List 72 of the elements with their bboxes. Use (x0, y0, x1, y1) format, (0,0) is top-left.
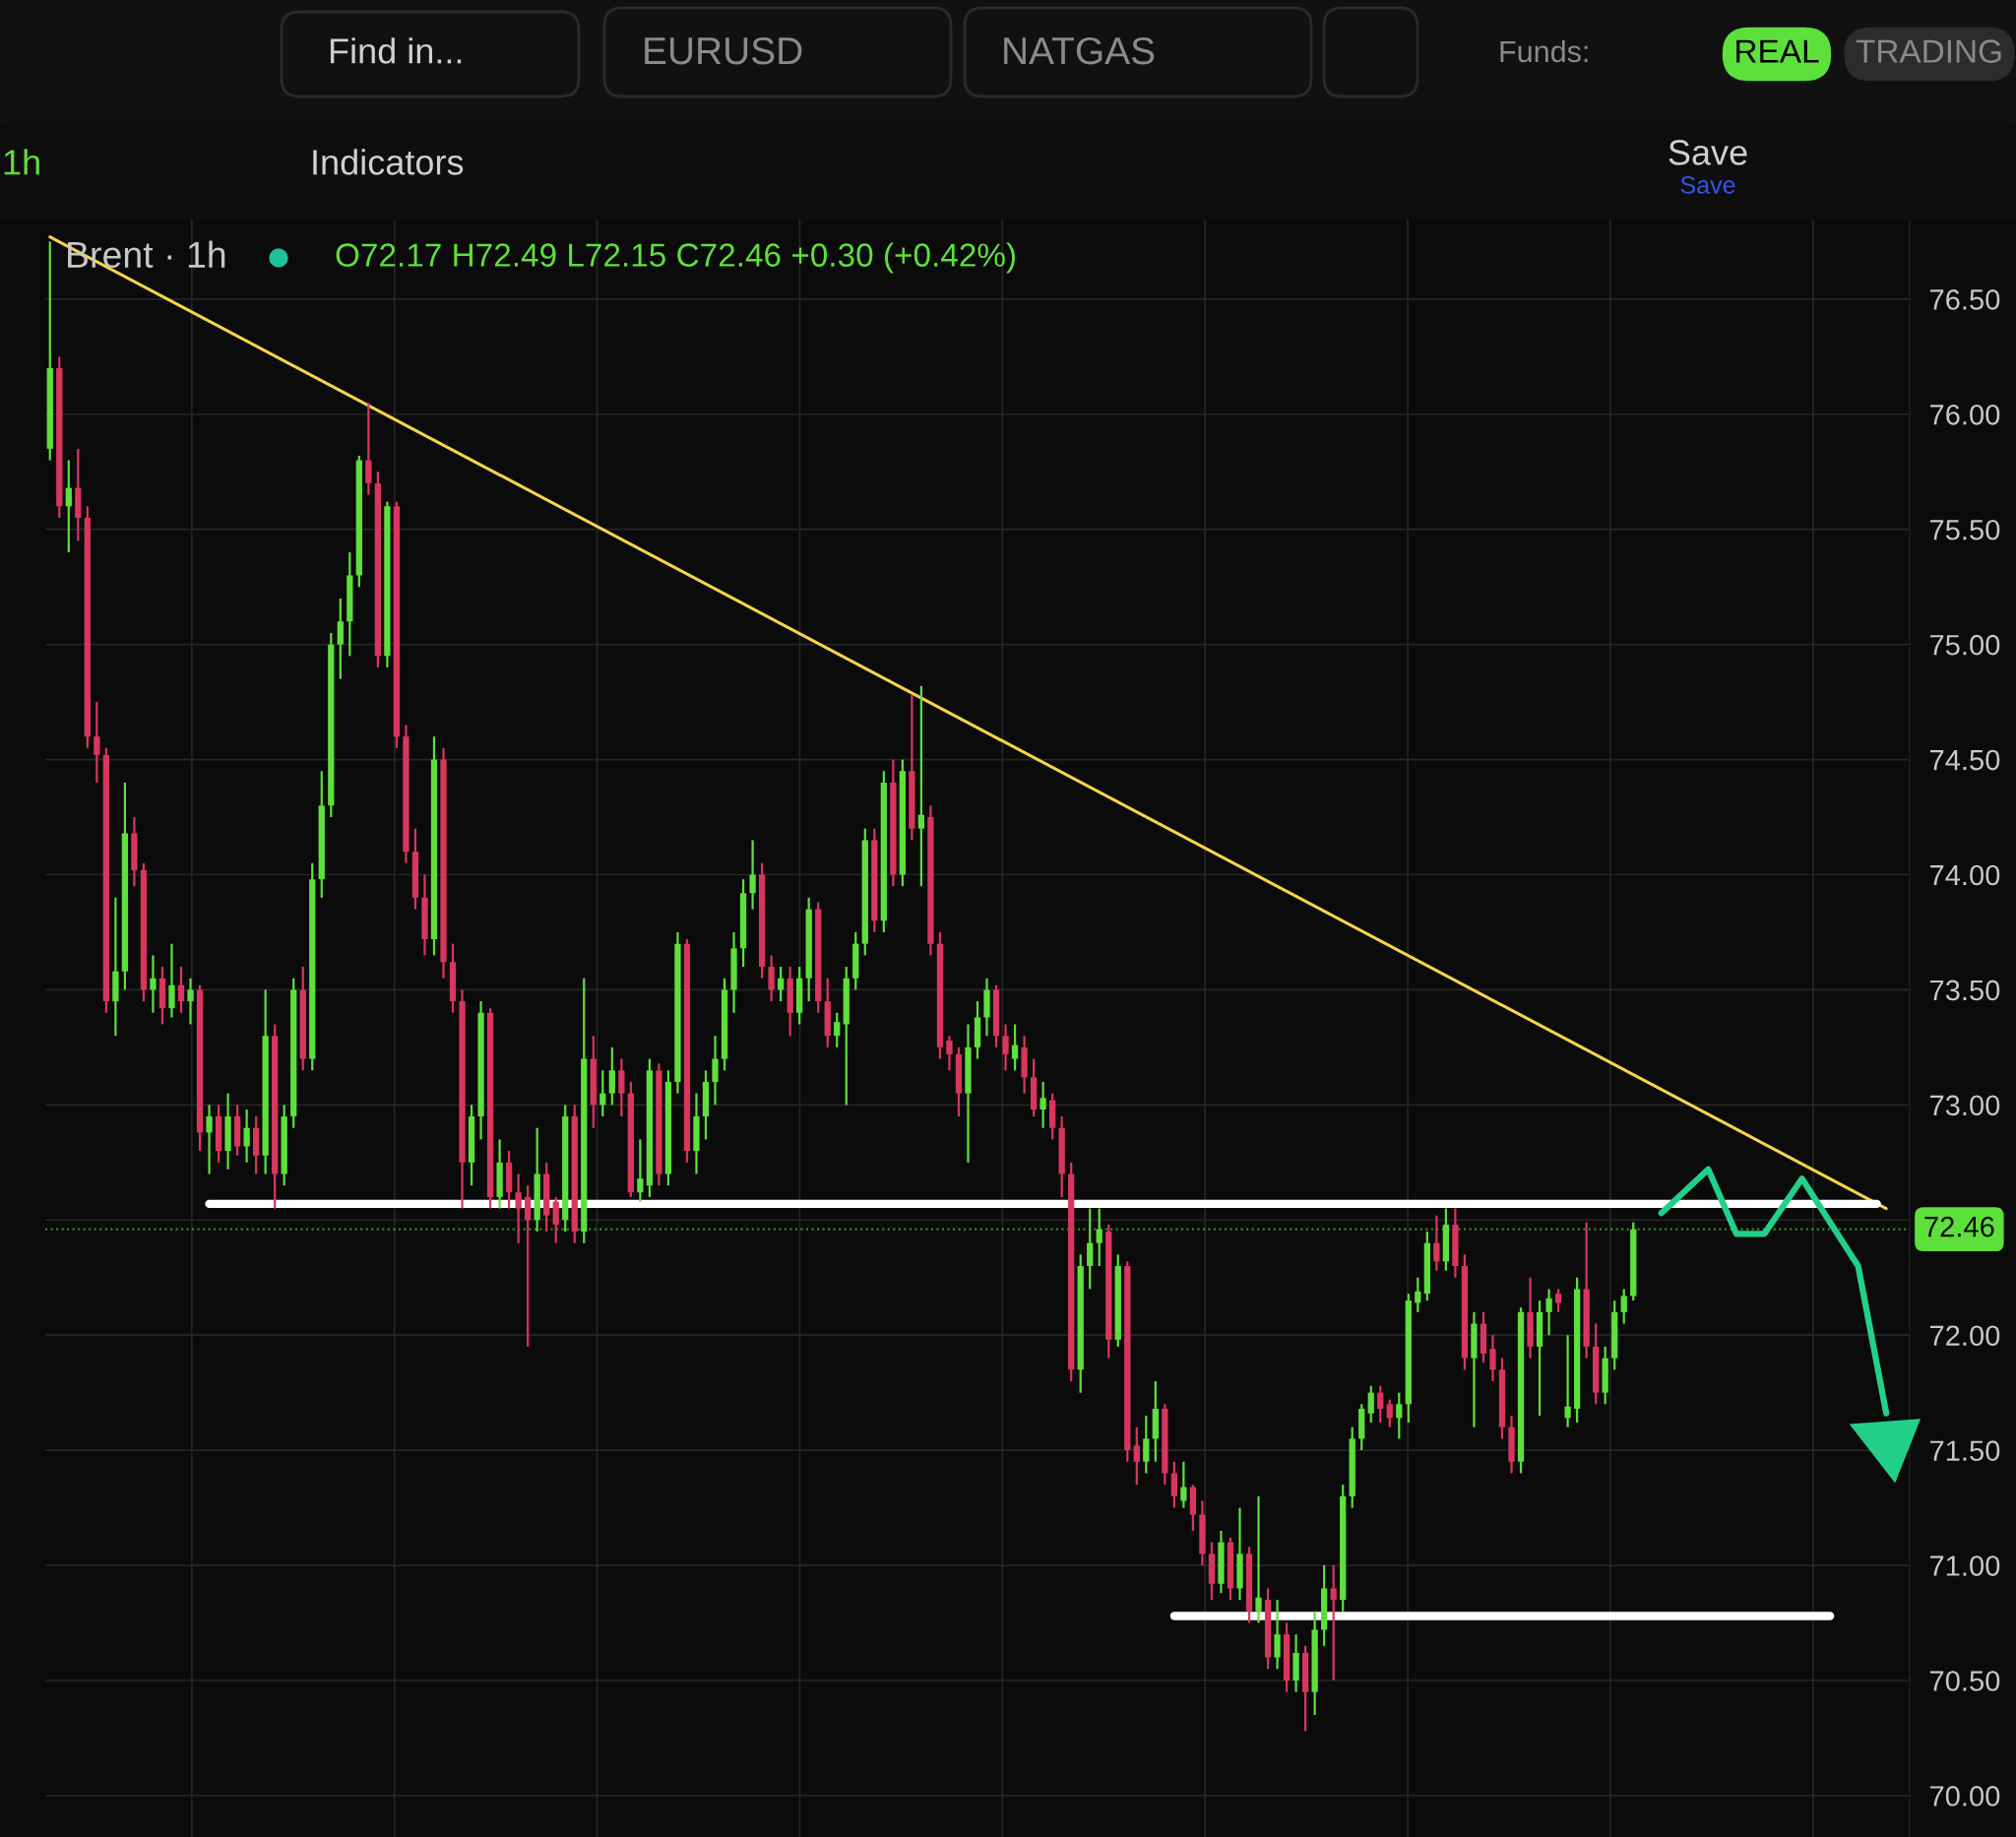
text: Indicators (313, 149, 464, 175)
candlestick (1040, 1080, 1046, 1129)
candlestick (187, 977, 194, 1026)
candlestick (337, 597, 344, 680)
candlestick (150, 954, 157, 1014)
candlestick (525, 1184, 532, 1348)
candlestick (552, 1195, 559, 1244)
y-tick-label: 73.00 (1929, 1095, 2000, 1116)
candlestick (618, 1057, 625, 1118)
text: Funds: (1500, 39, 1588, 63)
candlestick (917, 684, 925, 888)
candlestick (1367, 1384, 1374, 1425)
text: Save (1680, 176, 1735, 194)
candlestick (946, 1035, 953, 1072)
y-tick-label: 70.50 (1929, 1671, 2000, 1691)
candlestick (1489, 1334, 1496, 1383)
y-tick-label: 76.50 (1929, 289, 2000, 310)
candlestick (777, 965, 785, 1003)
candlestick (749, 839, 756, 911)
candlestick (65, 459, 72, 554)
y-tick-label: 75.00 (1929, 634, 2000, 656)
candlestick (243, 1108, 250, 1164)
candlestick (1255, 1494, 1262, 1624)
candlestick (768, 954, 775, 1003)
candlestick (365, 401, 372, 496)
candlestick (1415, 1276, 1421, 1313)
y-tick-label: 75.50 (1929, 519, 2000, 540)
candlestick (1554, 1288, 1562, 1313)
candlestick (599, 1069, 606, 1118)
candlestick (177, 965, 185, 1014)
candlestick (1330, 1563, 1337, 1682)
candlestick (1011, 1023, 1019, 1072)
candlestick (1180, 1460, 1187, 1509)
candlestick (1096, 1207, 1102, 1268)
candlestick (1002, 1023, 1009, 1072)
candlestick (1433, 1214, 1440, 1272)
candlestick (1133, 1425, 1140, 1487)
candlestick (637, 1138, 644, 1203)
candlestick (1143, 1414, 1150, 1475)
candlestick (1564, 1334, 1571, 1428)
candlestick (94, 700, 100, 785)
candlestick (206, 1104, 213, 1175)
y-tick-label: 76.00 (1929, 404, 2000, 425)
y-tick-label: 74.00 (1929, 864, 2000, 886)
candlestick (834, 1011, 841, 1048)
candlestick (1170, 1460, 1178, 1509)
text: REAL (1736, 39, 1819, 63)
candlestick (608, 1045, 615, 1107)
text: NATGAS (1004, 36, 1155, 65)
y-tick-label: 70.00 (1929, 1786, 2000, 1806)
candlestick (1545, 1288, 1552, 1337)
candlestick (712, 1035, 719, 1107)
text: EURUSD (645, 36, 802, 65)
candlestick (1274, 1599, 1281, 1671)
text: 1h (4, 149, 39, 175)
y-tick-label: 72.00 (1929, 1325, 2000, 1347)
y-tick-label: 71.00 (1929, 1555, 2000, 1576)
y-tick-label: 73.50 (1929, 980, 2000, 1001)
candlestick (168, 942, 175, 1019)
candlestick (1377, 1384, 1384, 1425)
ref-line-label: 72.46 (1924, 1216, 1994, 1237)
text: Save (1669, 140, 1747, 165)
candlestick (1386, 1398, 1393, 1428)
text: TRADING (1856, 39, 2001, 63)
candlestick (515, 1172, 522, 1244)
candlestick (1396, 1391, 1403, 1440)
y-tick-label: 71.50 (1929, 1440, 2000, 1461)
candlestick (1620, 1288, 1627, 1325)
candlestick (1087, 1207, 1094, 1291)
text: Find in... (330, 37, 462, 64)
y-tick-label: 74.50 (1929, 749, 2000, 771)
text: O72.17 H72.49 L72.15 C72.46 +0.30 (+0.42%) (336, 242, 1016, 274)
